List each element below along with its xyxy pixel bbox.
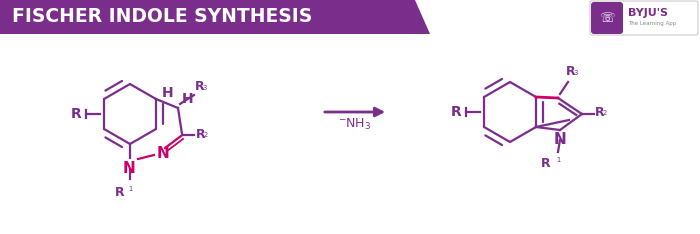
Text: $^{2}$: $^{2}$ [203,132,209,142]
Text: $^{-}$NH$_3$: $^{-}$NH$_3$ [339,117,372,132]
Text: $^{2}$: $^{2}$ [602,110,608,120]
Text: $^{3}$: $^{3}$ [202,85,208,95]
Text: R: R [452,105,462,119]
Text: FISCHER INDOLE SYNTHESIS: FISCHER INDOLE SYNTHESIS [12,7,312,26]
Text: R: R [540,157,550,170]
Text: The Learning App: The Learning App [628,21,676,26]
Text: R: R [566,65,575,78]
FancyBboxPatch shape [591,2,623,34]
Text: ☏: ☏ [599,11,615,25]
Text: R: R [71,107,82,121]
Text: R: R [196,128,206,142]
Text: $^{1}$: $^{1}$ [128,186,134,196]
Text: N: N [554,132,566,147]
Text: N: N [122,161,135,176]
Text: R: R [595,106,605,120]
Text: H: H [182,92,194,106]
Text: R: R [195,80,204,93]
Text: R: R [114,186,124,199]
Text: BYJU'S: BYJU'S [628,8,668,18]
Text: $^{3}$: $^{3}$ [573,70,579,80]
Polygon shape [0,0,430,34]
Text: H: H [162,86,174,100]
FancyBboxPatch shape [590,1,698,35]
Text: $^{1}$: $^{1}$ [556,157,561,167]
Text: N: N [157,146,169,161]
